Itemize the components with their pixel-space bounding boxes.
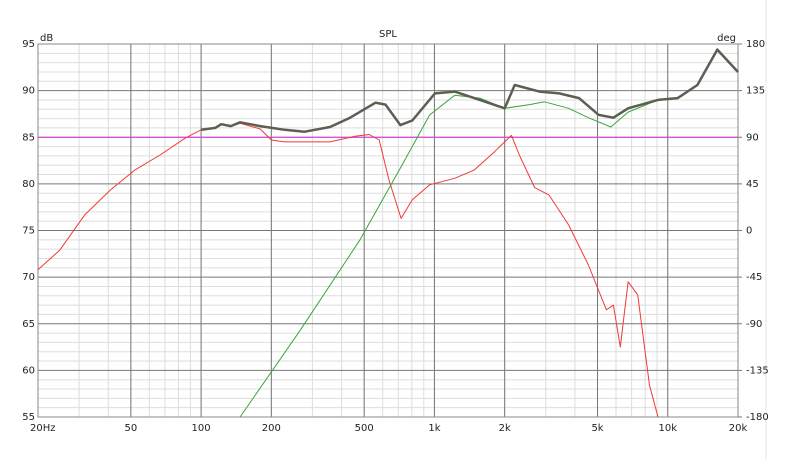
chart-title: SPL [379, 29, 397, 40]
x-tick-label: 1k [428, 423, 440, 434]
y-tick-label: 70 [22, 272, 35, 283]
y2-tick-label: 90 [746, 132, 759, 143]
x-tick-label: 50 [124, 423, 137, 434]
y2-tick-label: 180 [746, 39, 765, 50]
x-tick-label: 10k [659, 423, 678, 434]
x-tick-label: 500 [355, 423, 374, 434]
y-tick-label: 95 [22, 39, 35, 50]
y-tick-label: 55 [22, 412, 35, 423]
plot-frame [37, 43, 739, 418]
y2-tick-label: -90 [746, 319, 762, 330]
y-tick-label: 75 [22, 226, 35, 237]
y-tick-label: 65 [22, 319, 35, 330]
y2-tick-label: 45 [746, 179, 759, 190]
x-tick-label: 2k [499, 423, 511, 434]
series-line [239, 49, 739, 418]
x-tick-label: 20Hz [30, 423, 56, 434]
x-tick-label: 20k [729, 423, 748, 434]
y2-tick-label: 0 [746, 226, 752, 237]
series-line [37, 122, 659, 418]
y-tick-label: 60 [22, 365, 35, 376]
y2-tick-label: -180 [746, 412, 769, 423]
y2-tick-label: -45 [746, 272, 762, 283]
y-tick-label: 80 [22, 179, 35, 190]
y2-axis-label: deg [717, 33, 736, 44]
y-tick-label: 85 [22, 132, 35, 143]
x-tick-label: 5k [591, 423, 603, 434]
y-axis-label: dB [40, 33, 53, 44]
y2-tick-label: -135 [746, 365, 769, 376]
x-tick-label: 100 [192, 423, 211, 434]
series-line [200, 48, 739, 133]
y2-tick-label: 135 [746, 86, 765, 97]
y-tick-label: 90 [22, 86, 35, 97]
x-tick-label: 200 [262, 423, 281, 434]
